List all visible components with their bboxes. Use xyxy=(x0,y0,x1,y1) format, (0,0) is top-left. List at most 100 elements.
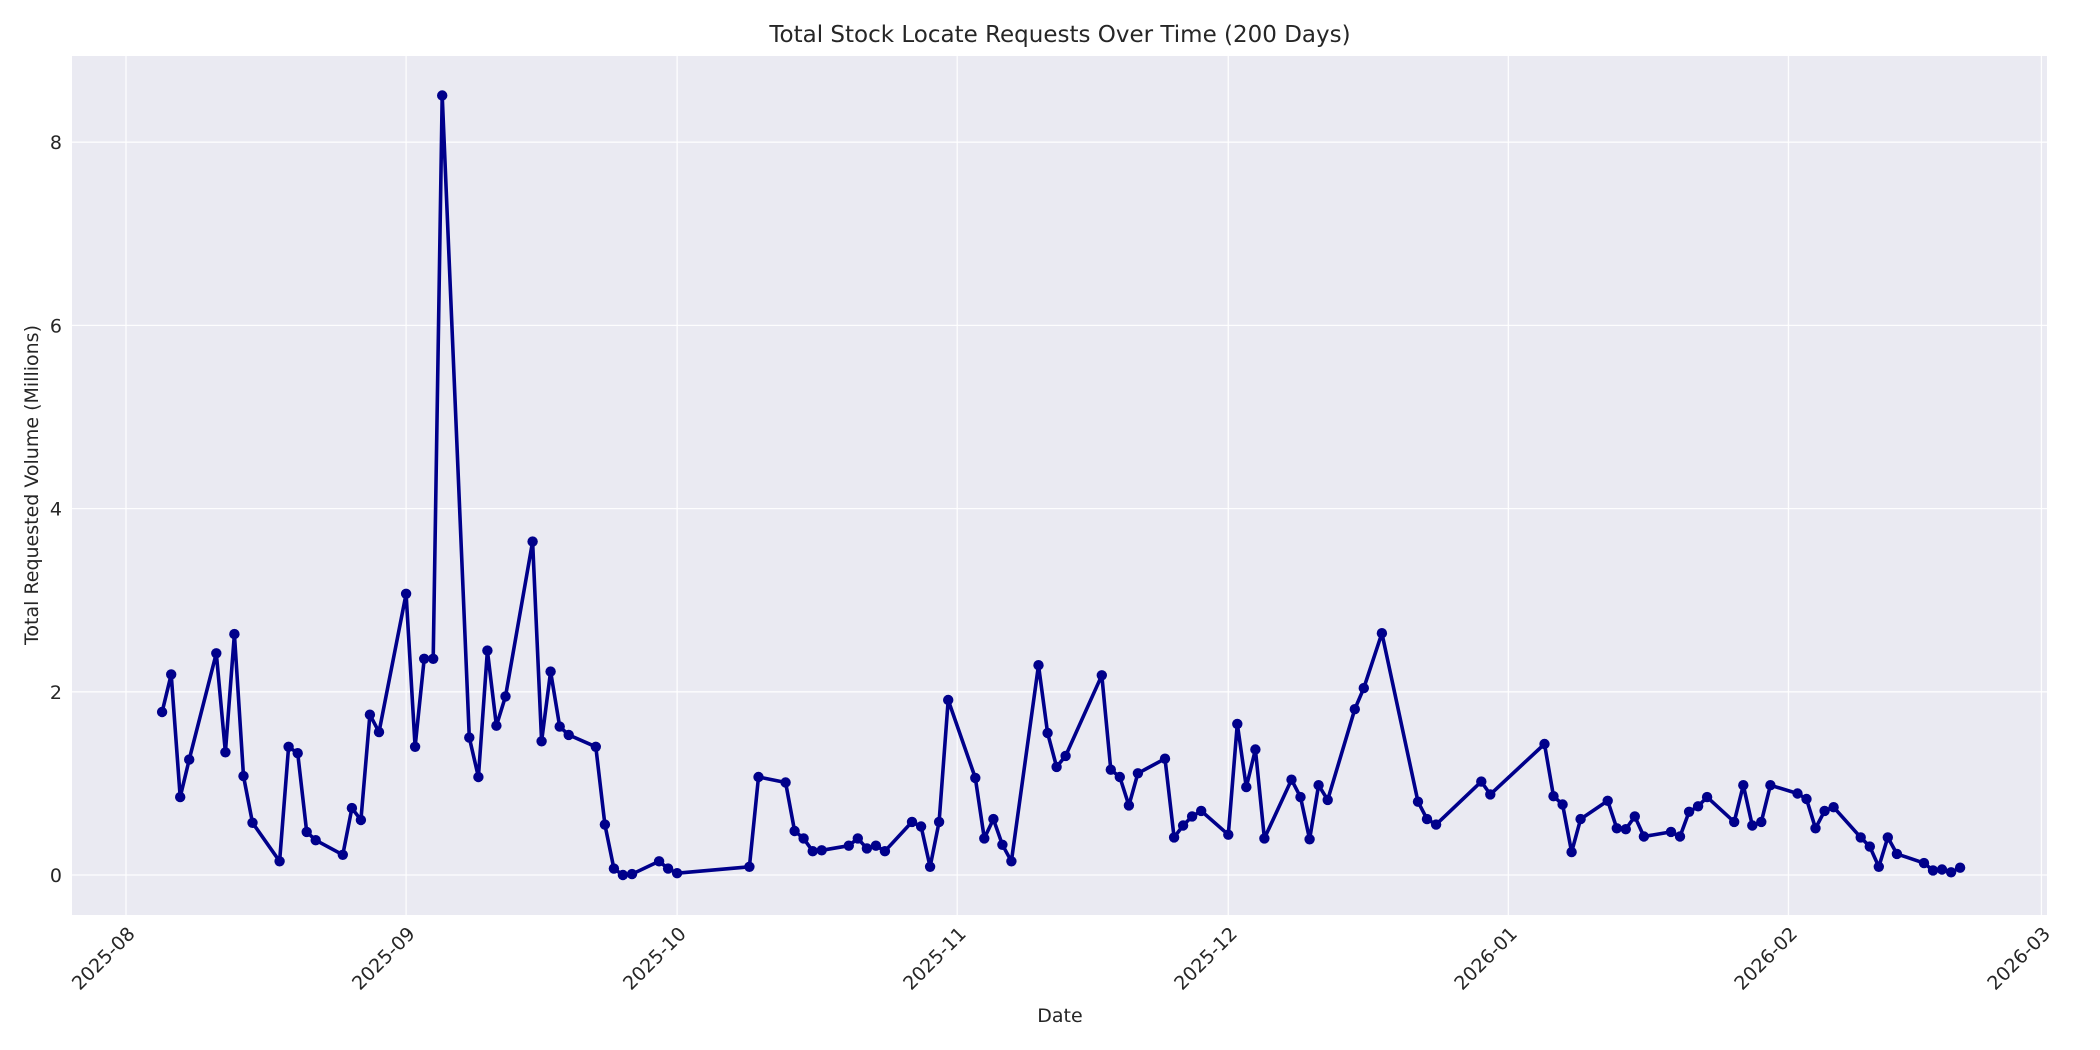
data-point xyxy=(1747,820,1758,831)
data-point xyxy=(599,819,611,830)
data-point xyxy=(852,833,863,844)
data-point xyxy=(1692,801,1704,812)
data-point xyxy=(1259,833,1270,844)
data-point xyxy=(1105,764,1117,775)
data-point xyxy=(1638,831,1650,842)
data-point xyxy=(1358,682,1370,694)
data-point xyxy=(789,825,800,837)
data-point xyxy=(1729,816,1740,828)
data-point xyxy=(1701,791,1713,803)
data-point xyxy=(1575,813,1586,825)
data-point xyxy=(1177,820,1189,831)
data-point xyxy=(238,770,249,782)
data-point xyxy=(409,741,421,752)
data-point xyxy=(1756,816,1767,828)
data-point xyxy=(1313,780,1324,791)
data-point xyxy=(1168,832,1180,843)
data-point xyxy=(364,709,376,720)
x-tick-label: 2026-01 xyxy=(1450,923,1522,995)
data-point xyxy=(373,726,385,738)
data-point xyxy=(1304,834,1315,845)
data-point xyxy=(1322,794,1333,806)
data-point xyxy=(491,720,502,731)
data-point xyxy=(1349,704,1361,715)
data-series xyxy=(156,90,1966,881)
data-point xyxy=(861,843,873,854)
data-point xyxy=(1421,813,1433,825)
data-point xyxy=(1250,744,1261,755)
data-point xyxy=(933,816,945,828)
data-point xyxy=(1801,793,1812,805)
y-tick-label: 4 xyxy=(50,499,62,521)
data-point xyxy=(563,729,574,741)
data-point xyxy=(1123,800,1135,811)
data-point xyxy=(1042,727,1053,739)
x-tick-label: 2026-03 xyxy=(1983,923,2055,995)
y-axis-label: Total Requested Volume (Millions) xyxy=(21,325,43,646)
data-point xyxy=(1548,791,1559,802)
data-point xyxy=(1557,799,1568,810)
data-point xyxy=(1232,718,1243,730)
data-point xyxy=(1539,738,1550,750)
data-point xyxy=(292,748,303,759)
y-tick-label: 8 xyxy=(50,132,62,154)
x-axis-ticks: 2025-08 2025-09 2025-10 2025-11 2025-12 2026-… xyxy=(68,923,2055,995)
data-point xyxy=(229,628,240,640)
data-point xyxy=(1927,865,1939,876)
x-tick-label: 2025-12 xyxy=(1170,923,1242,995)
chart-title: Total Stock Locate Requests Over Time (2… xyxy=(768,22,1350,48)
data-point xyxy=(247,817,258,828)
data-point xyxy=(283,741,294,752)
data-point xyxy=(1819,805,1830,817)
data-point xyxy=(482,645,493,656)
data-point xyxy=(536,736,547,747)
data-point xyxy=(554,721,565,732)
x-tick-label: 2025-09 xyxy=(348,923,420,995)
data-point xyxy=(617,869,629,881)
data-point xyxy=(807,846,818,857)
data-point xyxy=(346,802,358,814)
data-point xyxy=(1936,864,1948,875)
data-point xyxy=(662,863,674,874)
data-point xyxy=(473,771,484,783)
data-point xyxy=(997,839,1008,850)
data-point xyxy=(1159,753,1171,764)
data-point xyxy=(1620,824,1632,835)
data-point xyxy=(355,814,367,826)
data-point xyxy=(979,833,990,844)
data-point xyxy=(943,694,954,706)
data-point xyxy=(1051,761,1062,773)
data-point xyxy=(1430,819,1442,830)
data-point xyxy=(798,833,809,844)
data-point xyxy=(1114,771,1126,783)
data-point xyxy=(1828,802,1839,813)
data-point xyxy=(220,747,231,758)
data-point xyxy=(1376,628,1388,639)
data-point xyxy=(608,863,620,874)
data-point xyxy=(211,648,222,659)
data-point xyxy=(744,861,755,872)
gridlines xyxy=(72,56,2047,915)
data-point xyxy=(1476,776,1487,787)
x-tick-label: 2025-11 xyxy=(899,923,971,995)
data-point xyxy=(1810,823,1821,834)
data-point xyxy=(1006,856,1017,867)
data-point xyxy=(184,754,195,765)
data-point xyxy=(816,845,827,856)
data-point xyxy=(274,856,285,867)
data-point xyxy=(1629,811,1641,822)
y-tick-label: 2 xyxy=(50,682,62,704)
data-point xyxy=(1485,789,1496,800)
data-point xyxy=(1765,780,1776,791)
data-point xyxy=(1945,867,1957,878)
data-point xyxy=(671,868,683,879)
plot-area xyxy=(72,56,2047,915)
data-point xyxy=(988,813,999,825)
data-point xyxy=(590,741,601,752)
data-point xyxy=(843,840,854,851)
x-tick-label: 2026-02 xyxy=(1730,923,1802,995)
data-point xyxy=(1132,768,1144,779)
data-point xyxy=(780,777,791,788)
data-point xyxy=(1566,846,1577,858)
